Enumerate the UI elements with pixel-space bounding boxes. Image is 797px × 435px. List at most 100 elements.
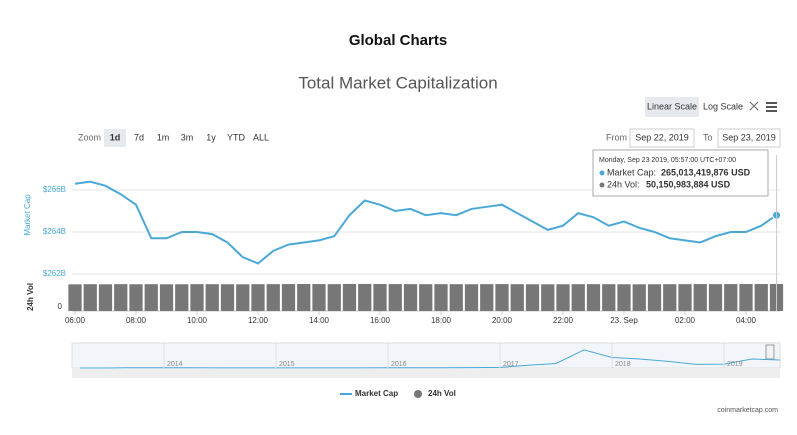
navigator-label: 2017 [503,361,519,368]
tooltip-box [592,149,769,197]
linear-scale-button[interactable] [645,97,699,117]
navigator-label: 2018 [615,361,631,368]
x-tick-label: 04:00 [736,316,757,325]
volume-bar [327,284,341,311]
market-cap-line [74,180,778,265]
volume-bar [403,284,418,311]
volume-bar [114,284,128,311]
volume-bar [297,284,311,311]
from-input[interactable] [629,128,695,148]
navigator-label: 2016 [391,361,407,368]
volume-bar [541,284,555,311]
zoom-button-bg[interactable] [104,129,126,147]
volume-bar [220,284,235,311]
to-input[interactable] [717,128,781,148]
fullscreen-icon[interactable] [749,101,759,111]
volume-bar [251,284,265,311]
volume-bar [373,284,387,311]
volume-bar [190,284,204,311]
y2-tick-label: 0 [58,302,63,311]
menu-icon[interactable] [766,102,777,112]
volume-bar [205,284,219,311]
volume-bar [510,284,524,311]
to-label: To [703,132,713,142]
navigator-line [79,349,781,369]
tooltip-value: 50,150,983,884 USD [646,179,731,189]
x-tick-label: 18:00 [431,316,452,325]
tooltip-name: Market Cap: [607,167,656,177]
navigator-label: 2015 [279,361,295,368]
log-scale-label[interactable]: Log Scale [703,101,743,111]
volume-bar [449,284,463,311]
volume-bar [739,284,753,311]
credit: coinmarketcap.com [717,407,778,414]
volume-bar [464,284,479,311]
x-tick-label: 16:00 [370,316,391,325]
x-tick-label: 20:00 [492,316,513,325]
volume-bar [602,284,616,311]
navigator[interactable] [71,342,781,369]
volume-bar [754,284,768,311]
volume-bar [480,284,494,311]
zoom-button[interactable]: 7d [134,132,144,142]
volume-bar [678,284,692,311]
volume-bar [525,284,540,311]
volume-bar [175,284,189,311]
volume-bar [144,284,158,311]
volume-bar [693,284,707,311]
zoom-label: Zoom [78,132,101,142]
volume-bar [159,284,174,311]
legend-symbol [414,390,422,398]
x-tick-label: 10:00 [187,316,208,325]
to-value[interactable]: Sep 23, 2019 [722,132,776,142]
volume-bar [266,284,280,311]
volume-bar [724,284,738,311]
volume-bar [358,283,372,311]
navigator-label: 2019 [727,361,743,368]
volume-bar [68,284,82,311]
volume-bar [571,284,585,311]
volume-bar [342,283,357,311]
scrollbar[interactable] [72,369,780,378]
from-label: From [606,132,627,142]
tooltip-dot [599,182,605,188]
linear-scale-label[interactable]: Linear Scale [647,101,697,111]
volume-bar [83,284,97,311]
tooltip-date: Monday, Sep 23 2019, 05:57:00 UTC+07:00 [599,157,736,164]
chart-title: Total Market Capitalization [298,73,497,92]
volume-bar [129,284,143,311]
y-axis-title: Market Cap [23,194,32,236]
tooltip-value: 265,013,419,876 USD [661,167,751,177]
x-tick-label: 14:00 [309,316,330,325]
page-title: Global Charts [349,32,447,49]
zoom-button[interactable]: 1y [206,132,216,142]
legend-label[interactable]: Market Cap [355,389,398,398]
x-tick-label: 06:00 [65,316,86,325]
volume-bar [586,284,601,311]
navigator-handle[interactable] [765,344,775,360]
volume-bar [281,284,296,311]
from-value[interactable]: Sep 22, 2019 [635,132,689,142]
volume-bar [617,284,631,311]
volume-bar [647,284,662,311]
zoom-button[interactable]: 1m [157,132,170,142]
volume-bar [98,284,113,311]
y-tick-label: $262B [43,269,66,278]
volume-bar [663,284,677,311]
volume-bar [419,284,433,311]
zoom-button[interactable]: 3m [181,132,194,142]
y-tick-label: $264B [43,227,66,236]
zoom-button[interactable]: ALL [253,132,269,142]
volume-bar [556,284,570,311]
x-tick-label: 02:00 [675,316,696,325]
volume-bar [312,284,326,311]
y2-axis-title: 24h Vol [26,283,35,311]
zoom-button[interactable]: 1d [110,132,121,142]
legend-label[interactable]: 24h Vol [428,389,456,398]
volume-bar [708,284,723,311]
tooltip-dot [599,170,605,176]
volume-bar [495,284,509,311]
zoom-button[interactable]: YTD [227,132,246,142]
